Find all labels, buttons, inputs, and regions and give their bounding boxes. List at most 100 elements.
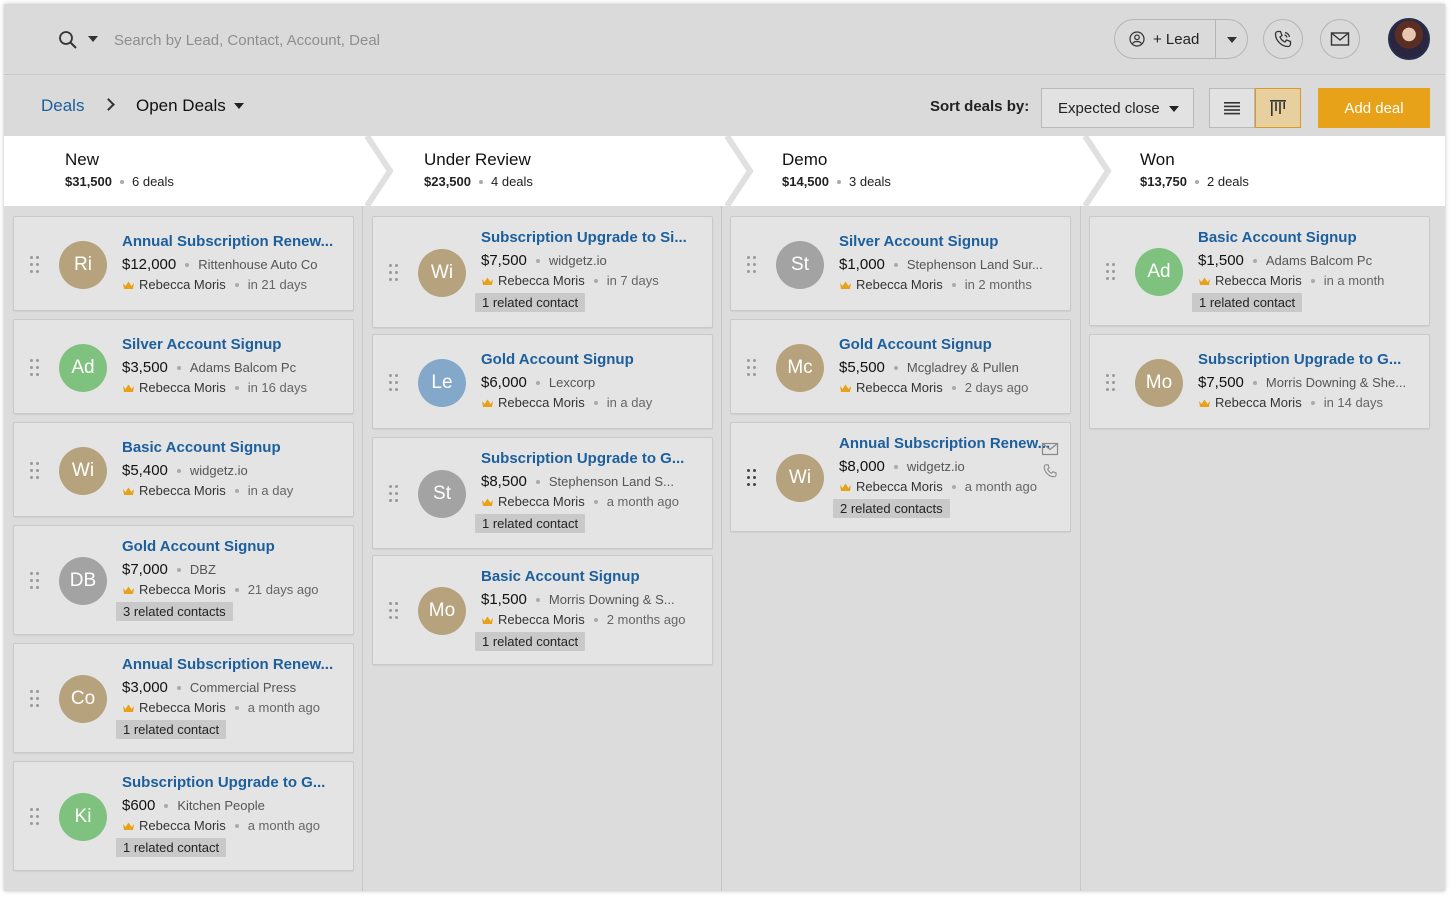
drag-handle-icon[interactable]	[747, 255, 757, 274]
deal-company[interactable]: widgetz.io	[189, 463, 248, 478]
view-selector[interactable]: Open Deals	[136, 96, 244, 116]
crown-icon	[123, 586, 134, 594]
related-contacts-badge[interactable]: 3 related contacts	[116, 602, 233, 621]
user-avatar[interactable]	[1388, 18, 1430, 60]
deal-company[interactable]: widgetz.io	[906, 459, 965, 474]
add-deal-button[interactable]: Add deal	[1318, 88, 1430, 128]
sort-select-value: Expected close	[1058, 99, 1160, 117]
drag-handle-icon[interactable]	[30, 572, 40, 590]
envelope-icon[interactable]	[1041, 441, 1059, 457]
drag-handle-icon[interactable]	[1106, 263, 1116, 281]
list-view-button[interactable]	[1209, 88, 1255, 128]
deal-company[interactable]: Morris Downing & She...	[1265, 375, 1407, 390]
drag-handle-icon[interactable]	[389, 264, 399, 282]
deal-title[interactable]: Subscription Upgrade to G...	[481, 450, 685, 467]
deal-company[interactable]: DBZ	[189, 562, 216, 577]
deal-title[interactable]: Subscription Upgrade to G...	[1198, 351, 1402, 368]
deal-company[interactable]: Commercial Press	[189, 680, 297, 695]
deal-card[interactable]: Ad Basic Account Signup $1,500 Adams Balcom…	[1089, 216, 1430, 326]
deal-title[interactable]: Annual Subscription Renew...	[839, 435, 1051, 452]
deal-card[interactable]: St Subscription Upgrade to G... $8,500 Step…	[372, 437, 713, 549]
deal-title[interactable]: Gold Account Signup	[481, 351, 634, 368]
drag-handle-icon[interactable]	[30, 358, 40, 377]
related-contacts-badge[interactable]: 1 related contact	[1192, 293, 1303, 312]
chevron-right-icon	[102, 98, 115, 111]
phone-icon	[1274, 30, 1292, 48]
drag-handle-icon[interactable]	[30, 808, 40, 826]
deal-amount: $3,000	[122, 679, 168, 696]
drag-handle-icon[interactable]	[747, 358, 757, 377]
deal-card[interactable]: Le Gold Account Signup $6,000 Lexcorp Rebecc…	[372, 334, 713, 429]
search-scope-dropdown[interactable]	[88, 36, 98, 42]
deal-title[interactable]: Gold Account Signup	[839, 336, 992, 353]
deal-amount: $3,500	[122, 359, 168, 376]
deal-company[interactable]: Adams Balcom Pc	[1265, 253, 1373, 268]
deal-title[interactable]: Annual Subscription Renew...	[122, 656, 334, 673]
deal-title[interactable]: Subscription Upgrade to G...	[122, 774, 326, 791]
drag-handle-icon[interactable]	[30, 690, 40, 708]
related-contacts-badge[interactable]: 1 related contact	[116, 720, 227, 739]
related-contacts-badge[interactable]: 1 related contact	[116, 838, 227, 857]
drag-handle-icon[interactable]	[30, 255, 40, 274]
deal-company[interactable]: Morris Downing & S...	[548, 592, 675, 607]
deal-card[interactable]: DB Gold Account Signup $7,000 DBZ Rebecca Mo…	[13, 525, 354, 635]
deal-card[interactable]: Ri Annual Subscription Renew... $12,000 Rit…	[13, 216, 354, 311]
deal-title[interactable]: Basic Account Signup	[481, 568, 640, 585]
search-icon[interactable]	[58, 30, 78, 50]
drag-handle-icon[interactable]	[389, 485, 399, 503]
email-button[interactable]	[1320, 19, 1360, 59]
deal-title[interactable]: Subscription Upgrade to Si...	[481, 229, 687, 246]
deal-card[interactable]: St Silver Account Signup $1,000 Stephenson …	[730, 216, 1071, 311]
deal-card[interactable]: Wi Subscription Upgrade to Si... $7,500 wid…	[372, 216, 713, 328]
deal-title[interactable]: Basic Account Signup	[122, 439, 281, 456]
drag-handle-icon[interactable]	[389, 373, 399, 392]
drag-handle-icon[interactable]	[30, 461, 40, 480]
deal-company[interactable]: widgetz.io	[548, 253, 607, 268]
deal-card[interactable]: Mo Subscription Upgrade to G... $7,500 Morr…	[1089, 334, 1430, 429]
deal-title[interactable]: Silver Account Signup	[839, 233, 999, 250]
call-button[interactable]	[1263, 19, 1303, 59]
phone-icon[interactable]	[1041, 463, 1059, 479]
deal-card[interactable]: Ad Silver Account Signup $3,500 Adams Balco…	[13, 319, 354, 414]
stage-under-review: Under Review $23,500 4 deals	[394, 136, 724, 206]
related-contacts-badge[interactable]: 1 related contact	[475, 293, 586, 312]
deal-card[interactable]: Wi Basic Account Signup $5,400 widgetz.io Re…	[13, 422, 354, 517]
search-input[interactable]	[114, 24, 814, 56]
deal-card[interactable]: Mo Basic Account Signup $1,500 Morris Downi…	[372, 555, 713, 665]
deal-company[interactable]: Mcgladrey & Pullen	[906, 360, 1019, 375]
deal-card[interactable]: Co Annual Subscription Renew... $3,000 Comm…	[13, 643, 354, 753]
deal-company[interactable]: Rittenhouse Auto Co	[198, 257, 318, 272]
new-record-dropdown[interactable]	[1216, 20, 1248, 58]
deal-title[interactable]: Basic Account Signup	[1198, 229, 1357, 246]
deal-amount-line: $6,000 Lexcorp	[481, 374, 595, 391]
deal-company[interactable]: Kitchen People	[177, 798, 265, 813]
drag-handle-icon[interactable]	[389, 602, 399, 620]
drag-handle-icon[interactable]	[747, 469, 757, 487]
deal-company[interactable]: Adams Balcom Pc	[189, 360, 297, 375]
deal-title[interactable]: Gold Account Signup	[122, 538, 275, 555]
deal-owner: Rebecca Moris	[139, 277, 226, 292]
deal-title[interactable]: Annual Subscription Renew...	[122, 233, 334, 250]
deal-company[interactable]: Lexcorp	[548, 375, 596, 390]
new-lead-group: + Lead	[1114, 19, 1248, 59]
deal-card[interactable]: Mc Gold Account Signup $5,500 Mcgladrey & P…	[730, 319, 1071, 414]
breadcrumb-deals[interactable]: Deals	[41, 96, 85, 115]
deal-title[interactable]: Silver Account Signup	[122, 336, 282, 353]
deal-card[interactable]: Ki Subscription Upgrade to G... $600 Kitche…	[13, 761, 354, 871]
kanban-view-button[interactable]	[1255, 88, 1301, 128]
related-contacts-badge[interactable]: 1 related contact	[475, 632, 586, 651]
crown-icon	[123, 384, 134, 392]
stage-summary: $23,500 4 deals	[424, 174, 533, 189]
sort-select[interactable]: Expected close	[1041, 88, 1194, 128]
deal-owner: Rebecca Moris	[498, 273, 585, 288]
deal-company[interactable]: Stephenson Land S...	[548, 474, 674, 489]
drag-handle-icon[interactable]	[1106, 373, 1116, 392]
stage-count: 3 deals	[849, 174, 891, 189]
related-contacts-badge[interactable]: 2 related contacts	[833, 499, 950, 518]
company-avatar: Mo	[418, 587, 466, 635]
deal-company[interactable]: Stephenson Land Sur...	[906, 257, 1043, 272]
new-lead-button[interactable]: + Lead	[1115, 20, 1215, 58]
stage-new: New $31,500 6 deals	[4, 136, 364, 206]
deal-card[interactable]: Wi Annual Subscription Renew... $8,000 widg…	[730, 422, 1071, 532]
related-contacts-badge[interactable]: 1 related contact	[475, 514, 586, 533]
